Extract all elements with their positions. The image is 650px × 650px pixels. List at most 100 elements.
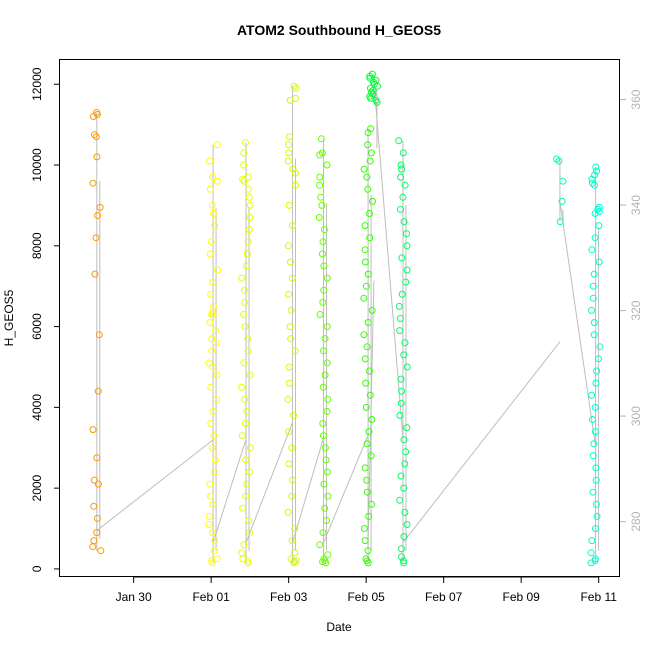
data-point [594, 355, 602, 363]
data-point [591, 234, 599, 242]
data-point [592, 379, 600, 387]
connector-line [292, 437, 325, 543]
data-point [287, 306, 295, 314]
data-point [206, 319, 214, 326]
data-point [286, 379, 293, 387]
data-point [366, 234, 374, 242]
data-point [361, 355, 369, 363]
data-point [368, 306, 376, 314]
data-point [321, 335, 329, 343]
data-point [207, 420, 215, 427]
data-point [91, 131, 98, 139]
data-point [364, 270, 372, 278]
data-point [368, 416, 376, 423]
data-point [205, 512, 213, 520]
data-point [398, 545, 405, 553]
data-point [292, 169, 299, 177]
x-tick-label: Feb 11 [580, 590, 617, 604]
data-point [364, 547, 372, 555]
data-point [89, 426, 97, 434]
data-point [241, 395, 249, 403]
data-point [324, 492, 332, 500]
data-point [316, 173, 324, 181]
data-point [319, 298, 327, 306]
data-point [398, 290, 406, 298]
data-point [208, 201, 216, 209]
data-point [208, 444, 216, 452]
data-point [211, 222, 219, 230]
x-tick-label: Feb 03 [270, 590, 308, 604]
data-point [242, 492, 250, 500]
data-point [366, 157, 374, 165]
data-point [212, 327, 219, 335]
data-point [401, 181, 409, 189]
data-point [399, 149, 407, 157]
data-point [287, 335, 295, 343]
data-point [400, 351, 408, 359]
data-point [317, 193, 325, 201]
data-point [324, 395, 332, 403]
data-point [592, 500, 600, 508]
data-point [556, 218, 564, 226]
data-point [292, 181, 300, 189]
data-point [323, 407, 331, 415]
connector-line [559, 201, 597, 447]
data-point [241, 298, 249, 306]
data-point [316, 181, 324, 189]
data-point [205, 521, 213, 528]
x-tick-label: Jan 30 [116, 590, 152, 604]
data-point [323, 274, 331, 282]
data-point [244, 238, 252, 246]
data-point [210, 547, 218, 555]
data-point [244, 185, 252, 193]
data-point [240, 149, 248, 157]
data-point [398, 254, 406, 262]
data-point [401, 508, 409, 516]
data-point [319, 420, 327, 427]
data-point [241, 323, 249, 331]
data-point [94, 387, 102, 395]
data-point [317, 135, 325, 143]
data-point [319, 529, 327, 537]
data-point [208, 347, 216, 355]
data-point [555, 157, 563, 165]
data-point [321, 504, 329, 512]
data-point [214, 266, 221, 274]
data-point [395, 137, 403, 145]
data-point [284, 395, 292, 403]
data-point [400, 218, 408, 226]
data-point [363, 173, 371, 181]
data-point [396, 411, 404, 419]
data-point [316, 541, 324, 549]
data-point [96, 203, 104, 211]
data-point [92, 234, 100, 242]
data-point [208, 529, 216, 537]
x-tick-label: Feb 07 [425, 590, 463, 604]
data-point [362, 555, 370, 563]
data-point [324, 551, 332, 559]
data-point [285, 242, 292, 250]
data-point [397, 399, 405, 407]
data-point [320, 480, 328, 488]
data-point [361, 222, 369, 230]
data-point [323, 359, 331, 367]
data-point [213, 395, 220, 403]
data-point [595, 203, 603, 211]
data-point [316, 151, 324, 159]
data-point [246, 371, 254, 379]
data-point [365, 512, 373, 520]
data-point [366, 391, 374, 399]
axis-layer: Jan 30 Feb 01 Feb 03 Feb 05 Feb 07 Feb 09 Feb … [30, 67, 643, 604]
data-point [319, 238, 327, 246]
data-point [559, 177, 567, 185]
data-point [243, 407, 251, 415]
data-point [323, 468, 331, 476]
data-point [240, 311, 247, 318]
data-point [591, 428, 599, 436]
data-point [363, 476, 371, 484]
data-point [292, 94, 299, 102]
data-point [364, 185, 372, 193]
data-point [240, 286, 248, 294]
y-tick-label: 4000 [30, 394, 44, 421]
x-tick-label: Feb 01 [192, 590, 230, 604]
